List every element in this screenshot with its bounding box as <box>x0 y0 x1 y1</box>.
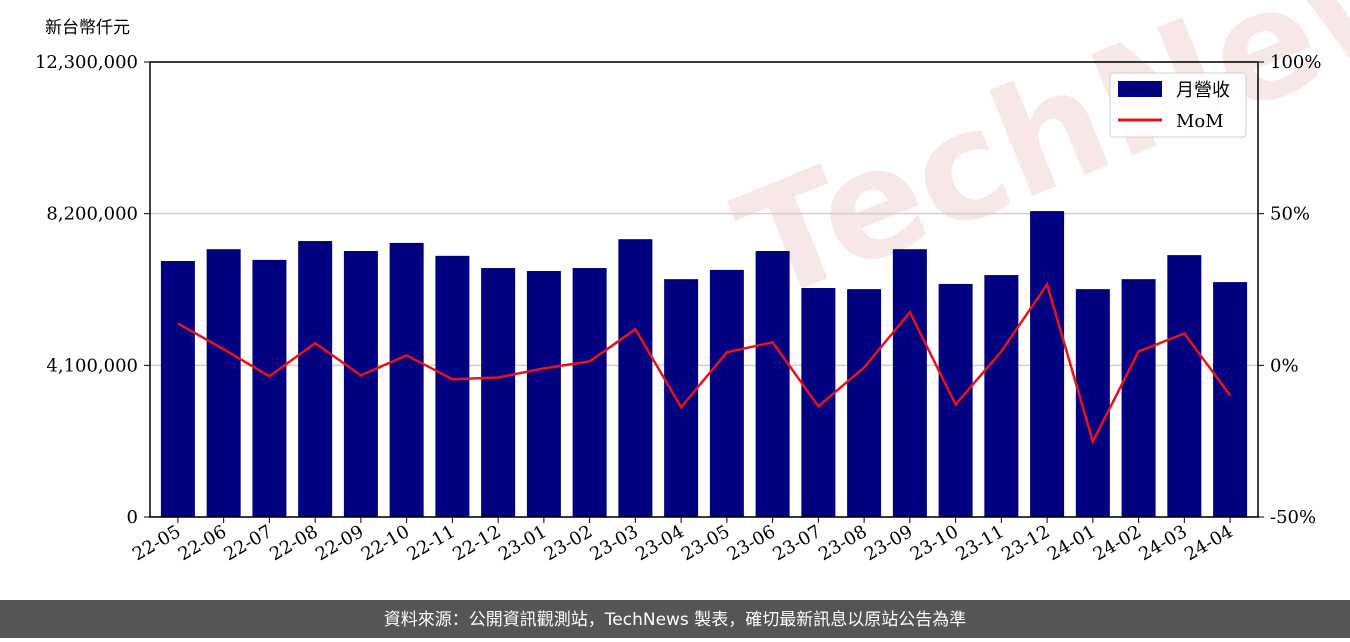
bar <box>664 279 699 517</box>
x-tick-label: 23-11 <box>952 521 1007 565</box>
x-tick-label: 22-08 <box>266 521 321 565</box>
x-tick-label: 23-03 <box>586 521 641 565</box>
y-tick-label: 4,100,000 <box>46 355 138 376</box>
bar <box>160 261 195 517</box>
x-tick-label: 24-04 <box>1181 521 1236 565</box>
footer: 資料來源：公開資訊觀測站，TechNews 製表，確切最新訊息以原站公告為準 <box>384 610 966 630</box>
bar <box>984 275 1019 517</box>
bar <box>389 242 424 517</box>
x-tick-label: 23-02 <box>541 521 596 565</box>
y2-tick-label: 100% <box>1270 52 1321 73</box>
y2-tick-label: -50% <box>1270 507 1316 528</box>
bar <box>847 289 882 517</box>
y-axis-label: 新台幣仟元 <box>45 18 130 38</box>
bar <box>572 268 607 517</box>
x-tick-label: 23-06 <box>724 521 779 565</box>
legend-label: MoM <box>1176 111 1224 132</box>
legend-swatch <box>1118 81 1162 97</box>
bar <box>755 251 790 518</box>
bar <box>206 249 241 517</box>
x-tick-label: 24-01 <box>1044 521 1099 565</box>
x-tick-label: 22-06 <box>175 521 230 565</box>
bar <box>526 271 561 517</box>
bar <box>481 268 516 517</box>
bar <box>709 269 744 517</box>
x-tick-label: 23-08 <box>815 521 870 565</box>
footer-band <box>0 600 1350 638</box>
x-tick-label: 24-03 <box>1135 521 1190 565</box>
bar <box>892 249 927 517</box>
x-tick-label: 24-02 <box>1090 521 1145 565</box>
bar <box>801 288 836 517</box>
legend-label: 月營收 <box>1176 80 1230 101</box>
plot-frame <box>149 61 1259 518</box>
x-tick-label: 22-12 <box>449 521 504 565</box>
x-tick-label: 23-09 <box>861 521 916 565</box>
y-tick-label: 0 <box>127 507 138 528</box>
bar <box>1030 211 1065 517</box>
bar <box>252 259 287 517</box>
mom-line <box>177 281 1232 445</box>
bar <box>343 251 378 518</box>
bar <box>938 283 973 517</box>
y2-tick-label: 50% <box>1270 204 1310 225</box>
bar <box>1213 282 1248 517</box>
bar <box>1167 255 1202 517</box>
bar <box>435 255 470 517</box>
x-tick-label: 22-07 <box>220 521 275 565</box>
bar <box>618 239 653 518</box>
y2-tick-label: 0% <box>1270 355 1299 376</box>
bar <box>1121 279 1156 517</box>
x-tick-label: 22-10 <box>358 521 413 565</box>
x-tick-label: 22-11 <box>403 521 458 565</box>
x-tick-label: 23-04 <box>632 521 687 565</box>
x-tick-label: 23-07 <box>769 521 824 565</box>
y-tick-label: 8,200,000 <box>46 204 138 225</box>
x-tick-label: 23-10 <box>907 521 962 565</box>
bar <box>298 241 333 517</box>
y-tick-label: 12,300,000 <box>35 52 138 73</box>
x-tick-label: 22-09 <box>312 521 367 565</box>
x-tick-label: 23-05 <box>678 521 733 565</box>
x-tick-label: 23-01 <box>495 521 550 565</box>
x-tick-label: 23-12 <box>998 521 1053 565</box>
